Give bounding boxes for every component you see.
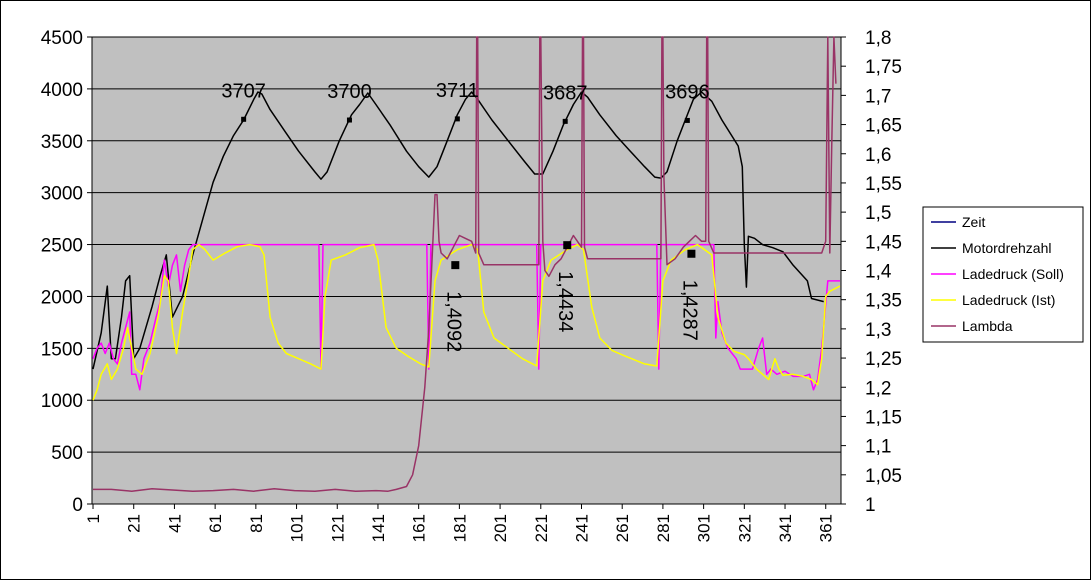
data-point-marker (687, 249, 696, 258)
y-left-tick-label: 2000 (41, 287, 83, 308)
data-label: 3700 (327, 81, 372, 103)
y-right-tick-label: 1,1 (865, 437, 891, 458)
data-point-marker (562, 118, 568, 124)
x-tick-label: 241 (572, 514, 591, 542)
ladedruck-ist-line (92, 243, 841, 401)
y-right-tick-label: 1,5 (865, 203, 891, 224)
x-tick-label: 261 (613, 514, 632, 542)
legend-label: Zeit (962, 214, 985, 230)
y-left-tick-label: 4500 (41, 28, 83, 49)
y-right-tick-label: 1,05 (865, 466, 902, 487)
y-right-tick-label: 1,2 (865, 378, 891, 399)
data-point-marker (241, 116, 247, 122)
y-right-tick-label: 1 (865, 495, 876, 516)
x-tick-label: 301 (695, 514, 714, 542)
data-point-marker (451, 261, 460, 270)
data-label: 3707 (221, 80, 266, 102)
x-tick-label: 101 (288, 514, 307, 542)
y-left-tick-label: 1000 (41, 391, 83, 412)
x-tick-label: 161 (410, 514, 429, 542)
y-left-tick-label: 0 (72, 495, 83, 516)
y-right-tick-label: 1,15 (865, 407, 902, 428)
y-right-tick-label: 1,7 (865, 86, 891, 107)
legend-label: Ladedruck (Ist) (962, 292, 1055, 308)
x-tick-label: 21 (125, 514, 144, 533)
data-label: 3687 (543, 82, 588, 104)
data-label: 1,4287 (678, 280, 700, 341)
data-label: 1,4092 (442, 291, 464, 352)
x-tick-label: 201 (491, 514, 510, 542)
x-tick-label: 81 (247, 514, 266, 533)
x-tick-label: 1 (84, 514, 103, 523)
x-tick-label: 281 (654, 514, 673, 542)
y-right-tick-label: 1,75 (865, 57, 902, 78)
x-tick-label: 61 (206, 514, 225, 533)
y-left-tick-label: 1500 (41, 339, 83, 360)
y-left-tick-label: 4000 (41, 80, 83, 101)
data-point-marker (563, 241, 572, 250)
legend-label: Ladedruck (Soll) (962, 266, 1064, 282)
data-label: 1,4434 (554, 271, 576, 332)
y-right-tick-label: 1,65 (865, 116, 902, 137)
y-right-tick-label: 1,25 (865, 349, 902, 370)
legend-label: Motordrehzahl (962, 240, 1052, 256)
y-left-tick-label: 500 (51, 443, 83, 464)
y-right-tick-label: 1,3 (865, 320, 891, 341)
x-tick-label: 121 (328, 514, 347, 542)
x-tick-label: 181 (450, 514, 469, 542)
data-label: 3711 (436, 80, 479, 102)
data-point-marker (454, 116, 460, 122)
x-tick-label: 141 (369, 514, 388, 542)
data-label: 3696 (665, 81, 710, 103)
y-left-tick-label: 2500 (41, 236, 83, 257)
y-right-tick-label: 1,4 (865, 262, 892, 283)
x-tick-label: 41 (165, 514, 184, 533)
x-tick-label: 341 (776, 514, 795, 542)
y-left-tick-label: 3000 (41, 184, 83, 205)
data-point-marker (684, 117, 690, 123)
x-tick-label: 361 (817, 514, 836, 542)
legend-label: Lambda (962, 318, 1013, 334)
data-point-marker (346, 117, 352, 123)
y-right-tick-label: 1,35 (865, 291, 902, 312)
x-tick-label: 221 (532, 514, 551, 542)
y-right-tick-label: 1,45 (865, 232, 902, 253)
lambda-line (93, 36, 837, 492)
y-right-tick-label: 1,8 (865, 28, 891, 49)
x-tick-label: 321 (735, 514, 754, 542)
y-left-tick-label: 3500 (41, 132, 83, 153)
y-right-tick-label: 1,55 (865, 174, 902, 195)
y-right-tick-label: 1,6 (865, 145, 891, 166)
plot-area (91, 36, 842, 505)
